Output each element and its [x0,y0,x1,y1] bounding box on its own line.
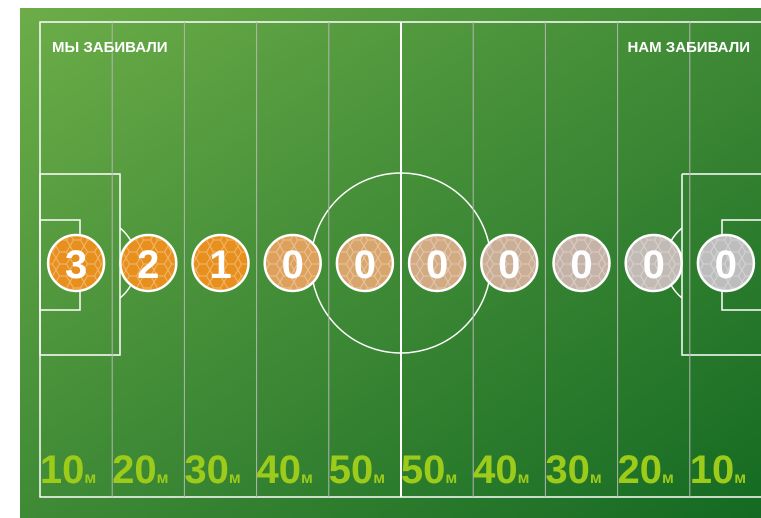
goal-count: 0 [715,243,737,287]
distance-value: 40 [473,448,518,492]
goal-count: 0 [643,243,665,287]
distance-unit: м [445,470,457,487]
distance-unit: м [84,470,96,487]
goal-count: 0 [354,243,376,287]
goal-count: 0 [570,243,592,287]
distance-value: 10 [40,448,85,492]
distance-unit: м [590,470,602,487]
distance-value: 50 [401,448,446,492]
distance-unit: м [373,470,385,487]
right-label: НАМ ЗАБИВАЛИ [627,39,750,56]
distance-value: 30 [184,448,229,492]
goal-count: 3 [65,243,87,287]
distance-value: 50 [329,448,374,492]
distance-unit: м [734,470,746,487]
distance-value: 20 [112,448,157,492]
distance-value: 40 [257,448,302,492]
distance-value: 20 [618,448,663,492]
distance-unit: м [157,470,169,487]
left-label: МЫ ЗАБИВАЛИ [52,39,168,56]
distance-unit: м [518,470,530,487]
goal-count: 1 [209,243,231,287]
distance-unit: м [229,470,241,487]
distance-value: 10 [690,448,735,492]
distance-unit: м [662,470,674,487]
goal-count: 0 [426,243,448,287]
goal-count: 0 [282,243,304,287]
distance-value: 30 [545,448,590,492]
distance-unit: м [301,470,313,487]
field-infographic: МЫ ЗАБИВАЛИ НАМ ЗАБИВАЛИ 310м220м130м040… [0,0,761,518]
goal-count: 0 [498,243,520,287]
goal-count: 2 [137,243,159,287]
